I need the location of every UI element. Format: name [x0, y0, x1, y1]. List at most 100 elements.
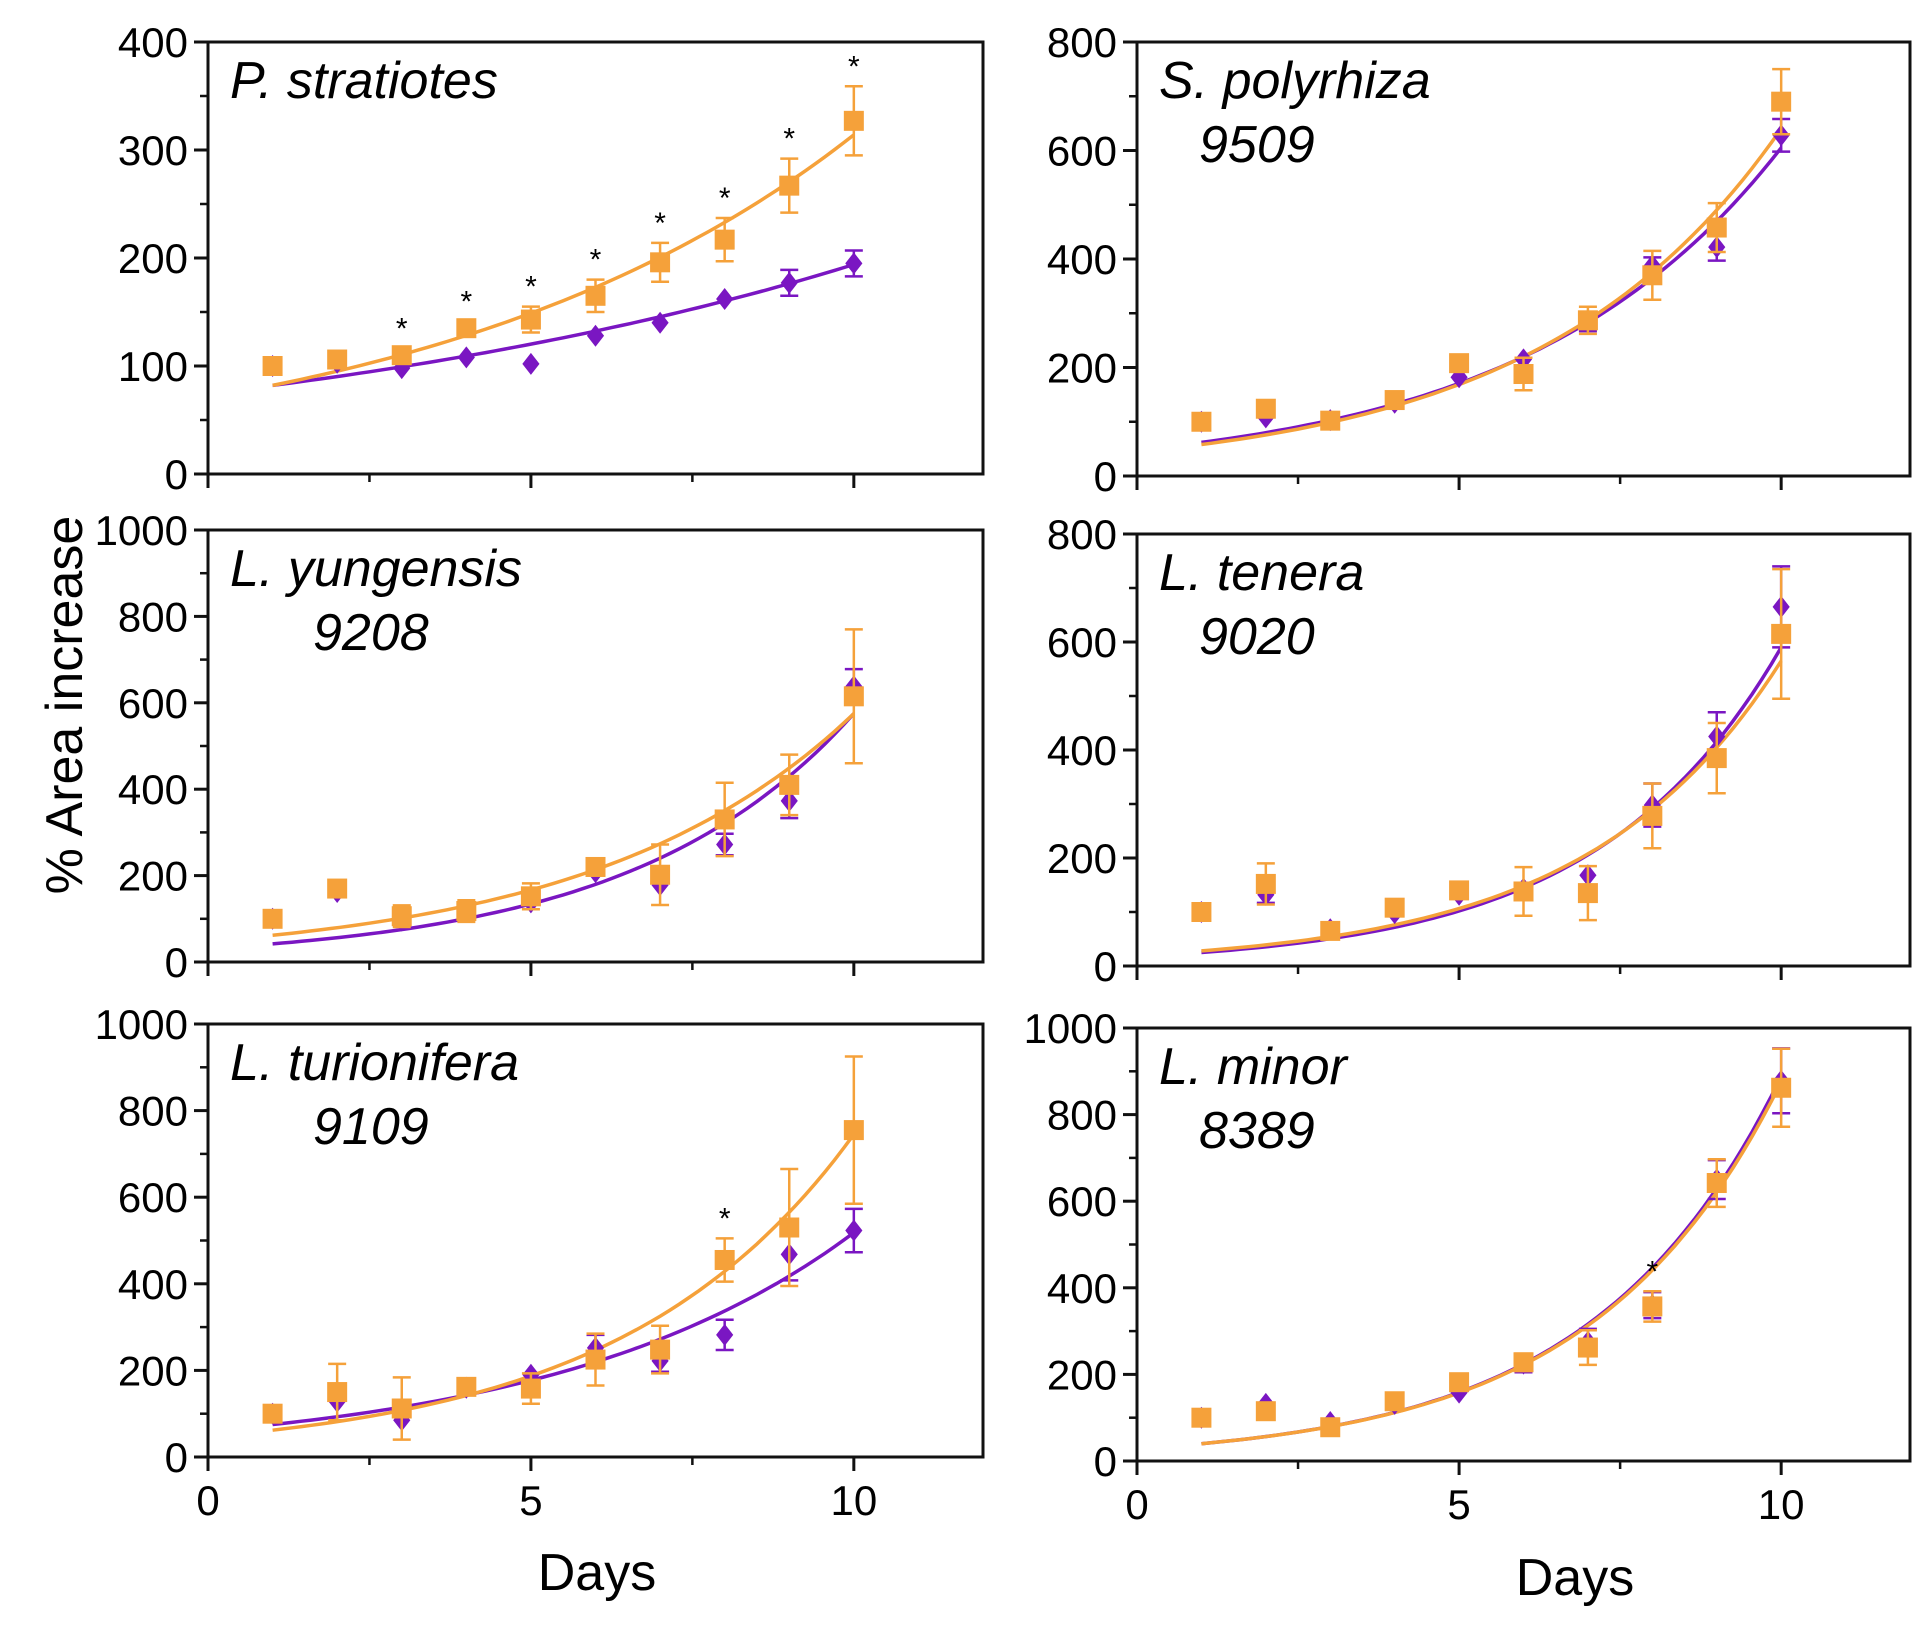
y-tick-label: 800: [1047, 19, 1117, 66]
y-tick-label: 200: [1047, 1351, 1117, 1398]
significance-marker: *: [1646, 1255, 1658, 1288]
data-point-square: [1320, 1417, 1341, 1438]
y-tick-label: 0: [165, 451, 188, 498]
data-point-square: [585, 856, 606, 877]
data-point-square: [1191, 411, 1212, 432]
y-tick-label: 400: [1047, 236, 1117, 283]
data-point-square: [1771, 623, 1792, 644]
data-point-diamond: [716, 1323, 734, 1346]
data-point-square: [1513, 364, 1534, 385]
x-tick-label: 0: [196, 1477, 219, 1524]
data-point-square: [1706, 1173, 1727, 1194]
y-tick-label: 600: [118, 1174, 188, 1221]
data-point-square: [1255, 1401, 1276, 1422]
data-point-square: [1706, 748, 1727, 769]
data-point-square: [262, 1403, 283, 1424]
fit-curve-orange: [272, 712, 855, 937]
significance-marker: *: [525, 271, 537, 304]
fit-curve-purple: [1201, 646, 1783, 955]
data-point-square: [585, 1349, 606, 1370]
y-tick-label: 400: [118, 19, 188, 66]
x-tick-label: 10: [1758, 1481, 1805, 1528]
data-point-square: [1255, 398, 1276, 419]
fit-curve-orange: [1201, 1081, 1783, 1446]
panel-subtitle: 9109: [313, 1098, 429, 1156]
data-point-square: [585, 285, 606, 306]
panel-title: L. yungensis: [230, 540, 522, 598]
data-point-diamond: [716, 288, 734, 311]
data-point-square: [779, 175, 800, 196]
panel-title: S. polyrhiza: [1159, 52, 1431, 110]
fit-curve-purple: [272, 262, 855, 388]
chart-panel-6: 0 200 400 600 800 1000 0 5 10 L. minor 8389 *: [1024, 1005, 1912, 1528]
y-tick-label: 600: [1047, 619, 1117, 666]
y-tick-label: 200: [118, 235, 188, 282]
data-point-diamond: [780, 271, 798, 294]
significance-marker: *: [396, 313, 408, 346]
panel-subtitle: 9020: [1199, 608, 1315, 666]
data-point-square: [327, 1382, 348, 1403]
data-point-square: [714, 1249, 735, 1270]
significance-marker: *: [460, 286, 472, 319]
data-point-square: [391, 1398, 412, 1419]
data-point-square: [1642, 1296, 1663, 1317]
data-point-diamond: [845, 252, 863, 275]
data-point-square: [262, 908, 283, 929]
data-point-square: [650, 1339, 671, 1360]
data-point-square: [1771, 91, 1792, 112]
y-tick-label: 100: [118, 343, 188, 390]
data-point-square: [391, 345, 412, 366]
y-tick-label: 300: [118, 127, 188, 174]
x-tick-label: 0: [1125, 1481, 1148, 1528]
y-tick-label: 800: [118, 1088, 188, 1135]
data-point-square: [520, 1378, 541, 1399]
y-tick-label: 1000: [95, 507, 188, 554]
panel-subtitle: 8389: [1199, 1102, 1315, 1160]
chart-panel-5: 0 200 400 600 800 1000 0 5 10 L. turionifera 9109 *: [95, 1001, 985, 1524]
fit-curve-purple: [272, 712, 856, 946]
data-point-square: [843, 110, 864, 131]
y-tick-label: 200: [1047, 835, 1117, 882]
data-point-square: [520, 886, 541, 907]
significance-marker: *: [654, 207, 666, 240]
y-tick-label: 600: [118, 680, 188, 727]
data-point-square: [1320, 920, 1341, 941]
data-point-square: [1513, 1352, 1534, 1373]
chart-panel-1: 0 100 200 300 400 P. stratiotes * * * * * * * *: [118, 19, 985, 498]
y-tick-label: 400: [1047, 727, 1117, 774]
data-point-square: [327, 878, 348, 899]
fit-curve-orange: [1201, 127, 1783, 447]
significance-marker: *: [719, 1202, 731, 1235]
data-point-square: [779, 774, 800, 795]
data-point-square: [1642, 265, 1663, 286]
data-point-square: [1449, 353, 1470, 374]
y-tick-label: 200: [118, 1347, 188, 1394]
data-point-square: [1577, 310, 1598, 331]
data-point-diamond: [845, 1219, 863, 1242]
data-point-square: [843, 1120, 864, 1141]
y-tick-label: 0: [1094, 943, 1117, 990]
y-tick-label: 600: [1047, 128, 1117, 175]
data-point-square: [1771, 1077, 1792, 1098]
fit-curve-orange: [272, 1133, 856, 1432]
y-tick-label: 800: [118, 593, 188, 640]
data-point-square: [1513, 881, 1534, 902]
data-point-square: [456, 318, 477, 339]
data-point-square: [1191, 1407, 1212, 1428]
fit-curve-purple: [1201, 146, 1783, 445]
y-tick-label: 0: [165, 1434, 188, 1481]
x-tick-label: 5: [1447, 1481, 1470, 1528]
y-tick-label: 0: [1094, 1438, 1117, 1485]
data-point-square: [1191, 902, 1212, 922]
data-point-square: [1320, 410, 1341, 431]
data-point-square: [1384, 390, 1405, 411]
data-point-square: [779, 1217, 800, 1238]
data-point-square: [456, 1376, 477, 1397]
panel-title: L. tenera: [1159, 544, 1364, 602]
significance-marker: *: [719, 182, 731, 215]
y-tick-label: 1000: [1024, 1005, 1117, 1052]
y-tick-label: 0: [165, 939, 188, 986]
y-tick-label: 1000: [95, 1001, 188, 1048]
y-axis-label: % Area increase: [36, 516, 94, 895]
